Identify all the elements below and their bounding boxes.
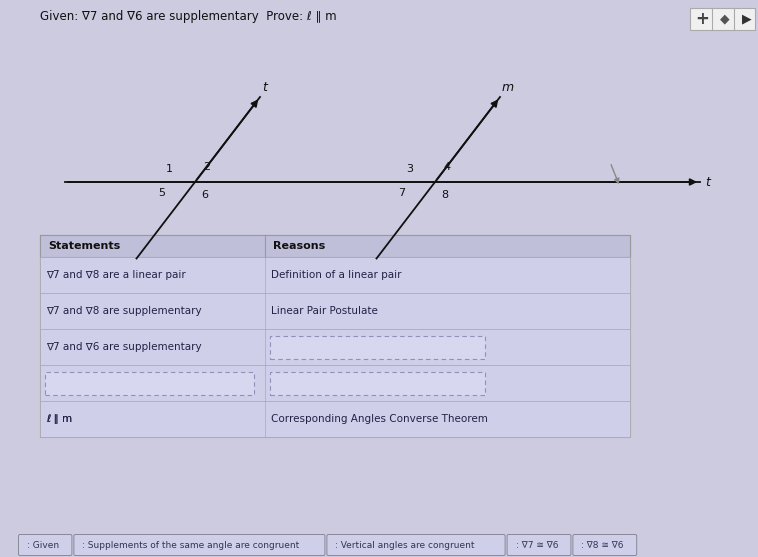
Text: Given: ∇7 and ∇6 are supplementary  Prove: ℓ ∥ m: Given: ∇7 and ∇6 are supplementary Prove… <box>40 10 337 23</box>
Bar <box>40 235 630 437</box>
Text: 2: 2 <box>203 162 210 172</box>
Text: ∇7 and ∇8 are a linear pair: ∇7 and ∇8 are a linear pair <box>46 270 186 280</box>
Text: t: t <box>705 175 710 188</box>
FancyBboxPatch shape <box>270 372 485 395</box>
Text: ℓ ∥ m: ℓ ∥ m <box>46 414 72 424</box>
Text: : Supplements of the same angle are congruent: : Supplements of the same angle are cong… <box>83 540 299 550</box>
FancyBboxPatch shape <box>327 535 505 555</box>
FancyBboxPatch shape <box>507 535 571 555</box>
Text: : Vertical angles are congruent: : Vertical angles are congruent <box>335 540 475 550</box>
Text: : ∇8 ≅ ∇6: : ∇8 ≅ ∇6 <box>581 540 624 550</box>
Bar <box>40 257 630 293</box>
Text: 6: 6 <box>201 190 208 200</box>
Text: ℓ ∥ m: ℓ ∥ m <box>46 414 72 424</box>
FancyBboxPatch shape <box>45 372 254 395</box>
Text: Corresponding Angles Converse Theorem: Corresponding Angles Converse Theorem <box>271 414 488 424</box>
FancyBboxPatch shape <box>270 336 485 359</box>
Bar <box>40 401 630 437</box>
Text: ◆: ◆ <box>720 12 730 26</box>
Bar <box>40 365 630 401</box>
Text: ∇7 and ∇8 are supplementary: ∇7 and ∇8 are supplementary <box>46 306 202 316</box>
Text: Linear Pair Postulate: Linear Pair Postulate <box>271 306 378 316</box>
Text: 5: 5 <box>158 188 165 198</box>
Bar <box>40 235 630 257</box>
Bar <box>690 8 755 30</box>
Text: 8: 8 <box>441 190 448 200</box>
Text: Statements: Statements <box>48 241 121 251</box>
Text: 7: 7 <box>398 188 405 198</box>
Text: : ∇7 ≅ ∇6: : ∇7 ≅ ∇6 <box>515 540 558 550</box>
FancyBboxPatch shape <box>18 535 72 555</box>
Text: +: + <box>695 10 709 28</box>
Text: ▶: ▶ <box>742 12 752 26</box>
Text: Reasons: Reasons <box>273 241 325 251</box>
Text: : Given: : Given <box>27 540 59 550</box>
Text: 4: 4 <box>443 162 450 172</box>
FancyBboxPatch shape <box>74 535 325 555</box>
Text: t: t <box>262 81 267 94</box>
Bar <box>40 293 630 329</box>
FancyBboxPatch shape <box>573 535 637 555</box>
Text: 3: 3 <box>406 164 413 174</box>
Text: 1: 1 <box>166 164 173 174</box>
Bar <box>40 329 630 365</box>
Text: Definition of a linear pair: Definition of a linear pair <box>271 270 402 280</box>
Text: m: m <box>502 81 514 94</box>
Text: ∇7 and ∇6 are supplementary: ∇7 and ∇6 are supplementary <box>46 342 202 352</box>
